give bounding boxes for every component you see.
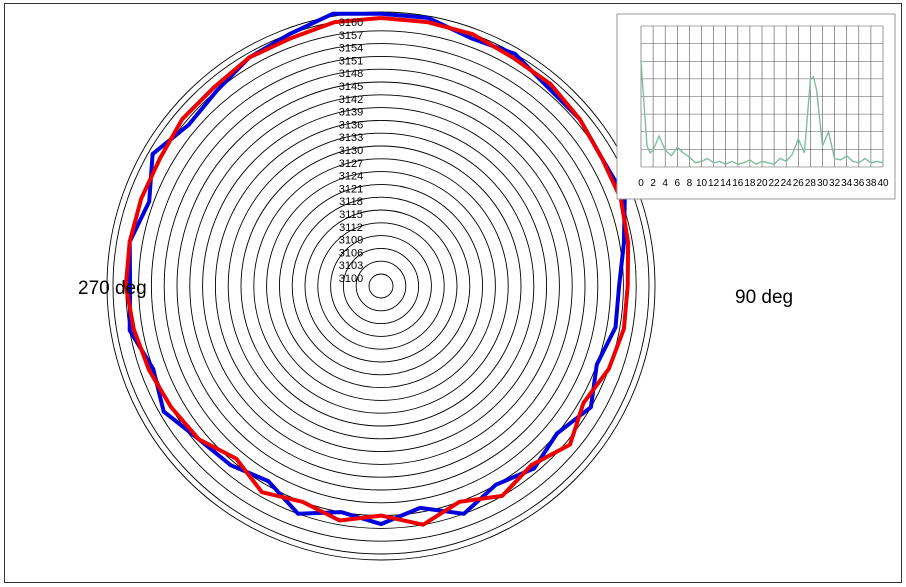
inset-tick-label: 20: [756, 178, 768, 189]
series-line-1: [127, 11, 627, 527]
radial-tick-label: 3127: [339, 158, 363, 170]
inset-tick-label: 28: [805, 178, 817, 189]
ring-3124: [266, 171, 496, 401]
inset-tick-label: 4: [662, 178, 668, 189]
radial-tick-label: 3100: [339, 273, 363, 285]
inset-tick-label: 36: [853, 178, 865, 189]
inset-tick-label: 32: [829, 178, 841, 189]
ring-3103: [355, 260, 407, 312]
inset-tick-label: 12: [708, 178, 720, 189]
ring-3115: [304, 209, 458, 363]
radial-tick-label: 3130: [339, 145, 363, 157]
inset-tick-label: 10: [696, 178, 708, 189]
ring-3145: [176, 81, 586, 491]
inset-tick-label: 14: [720, 178, 732, 189]
radial-tick-label: 3148: [339, 68, 363, 80]
inset-grid: [640, 25, 884, 168]
angle-label-90: 90 deg: [735, 287, 793, 308]
inset-tick-label: 40: [877, 178, 889, 189]
inset-series-line: [640, 61, 884, 166]
ring-3133: [227, 132, 535, 440]
radial-tick-label: 3160: [339, 17, 363, 29]
inset-tick-label: 30: [817, 178, 829, 189]
ring-3100: [368, 273, 394, 299]
radial-tick-label: 3103: [339, 260, 363, 272]
radial-tick-label: 3145: [339, 81, 363, 93]
ring-3151: [150, 55, 612, 517]
polar-chart: 3100310331063109311231153118312131243127…: [78, 11, 896, 561]
ring-3136: [214, 119, 548, 453]
inset-tick-label: 34: [841, 178, 853, 189]
inset-chart: 0 2 4 6 8 10 12 14 16 18 20 22 24 26 28 30 32 34 36 38 40: [616, 13, 896, 200]
radial-tick-label: 3157: [339, 30, 363, 42]
radial-tick-label: 3109: [339, 235, 363, 247]
ring-3142: [189, 94, 573, 478]
inset-tick-label: 26: [793, 178, 805, 189]
inset-tick-labels: 0 2 4 6 8 10 12 14 16 18 20 22 24 26 28 30 32 34 36 38 40: [638, 178, 889, 189]
radial-tick-label: 3124: [339, 171, 363, 183]
radial-rings: [106, 11, 656, 561]
ring-3118: [291, 196, 471, 376]
ring-3160: [112, 17, 650, 555]
ring-3127: [253, 158, 509, 414]
inset-frame: [616, 13, 896, 200]
ring-3121: [278, 183, 484, 389]
radial-tick-label: 3121: [339, 183, 363, 195]
radial-tick-label: 3118: [339, 196, 363, 208]
radial-tick-label: 3115: [339, 209, 363, 221]
angle-label-270: 270 deg: [78, 278, 147, 299]
inset-tick-label: 8: [687, 178, 693, 189]
ring-3106: [342, 247, 420, 325]
radial-tick-label: 3151: [339, 55, 363, 67]
radial-tick-labels: 3100310331063109311231153118312131243127…: [339, 17, 363, 285]
inset-tick-label: 22: [769, 178, 781, 189]
inset-tick-label: 2: [650, 178, 656, 189]
radial-tick-label: 3106: [339, 247, 363, 259]
series-layer: [123, 11, 631, 527]
ring-3139: [202, 107, 560, 465]
ring-3112: [317, 222, 445, 350]
ring-3109: [330, 235, 432, 337]
ring-outer: [106, 11, 656, 561]
radial-tick-label: 3136: [339, 119, 363, 131]
ring-3154: [138, 43, 624, 529]
inset-tick-label: 6: [675, 178, 681, 189]
radial-tick-label: 3142: [339, 94, 363, 106]
chart-frame: 3100 3103 3106 3109 3112 3115 3118 3121 3124 3127…: [4, 3, 902, 583]
inset-tick-label: 16: [732, 178, 744, 189]
radial-tick-label: 3133: [339, 132, 363, 144]
inset-tick-label: 18: [744, 178, 756, 189]
radial-tick-label: 3139: [339, 107, 363, 119]
ring-3148: [163, 68, 599, 504]
radial-tick-label: 3154: [339, 43, 363, 55]
inset-tick-label: 38: [865, 178, 877, 189]
series-line-2: [123, 16, 631, 527]
inset-tick-label: 24: [781, 178, 793, 189]
inset-tick-label: 0: [638, 178, 644, 189]
ring-3130: [240, 145, 522, 427]
radial-tick-label: 3112: [339, 222, 363, 234]
